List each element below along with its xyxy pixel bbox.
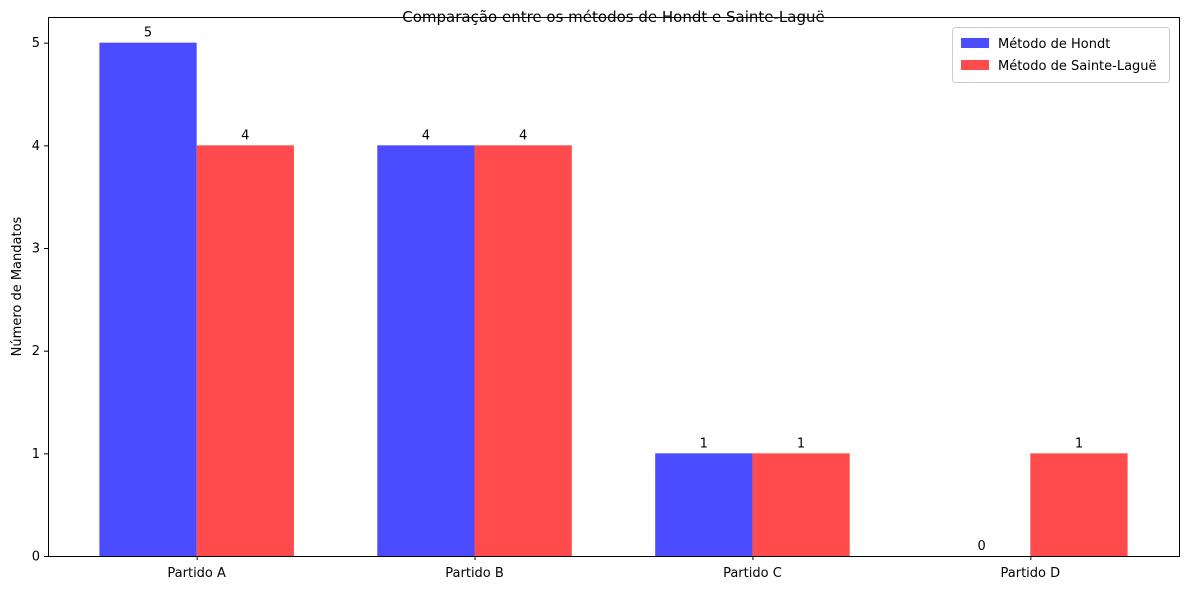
data-label: 0: [978, 539, 986, 554]
y-tick-label: 4: [32, 139, 40, 154]
data-label: 4: [241, 128, 249, 143]
bar-sainte-lague-partido-b: [474, 145, 572, 557]
legend-entry: Método de Sainte-Laguë: [998, 59, 1157, 74]
x-axis-ticks: Partido A Partido B Partido C Partido D: [167, 556, 1060, 581]
bars-layer: [99, 42, 1128, 557]
y-tick-label: 0: [32, 550, 40, 565]
data-label: 5: [144, 26, 152, 41]
y-tick-label: 3: [32, 242, 40, 257]
bar-sainte-lague-partido-a: [196, 145, 294, 557]
bar-sainte-lague-partido-c: [752, 453, 850, 556]
x-tick-label: Partido B: [445, 566, 504, 581]
bar-hondt-partido-a: [99, 42, 197, 556]
data-labels-layer: 5 4 1 0 4 4 1 1: [144, 26, 1083, 554]
data-label: 1: [1075, 436, 1083, 451]
data-label: 1: [700, 436, 708, 451]
y-axis-label: Número de Mandatos: [10, 216, 25, 356]
data-label: 4: [519, 128, 527, 143]
bar-hondt-partido-c: [655, 453, 753, 556]
legend-swatch: [961, 60, 989, 70]
data-label: 4: [422, 128, 430, 143]
bar-sainte-lague-partido-d: [1030, 453, 1128, 556]
x-tick-label: Partido D: [1001, 566, 1061, 581]
y-tick-label: 1: [32, 447, 40, 462]
legend: Método de Hondt Método de Sainte-Laguë: [952, 27, 1170, 83]
bar-hondt-partido-b: [377, 145, 475, 557]
legend-box: [952, 27, 1170, 83]
plot-frame: [48, 17, 1180, 557]
legend-swatch: [961, 38, 989, 48]
legend-entry: Método de Hondt: [998, 37, 1110, 52]
x-tick-label: Partido C: [723, 566, 782, 581]
y-axis-ticks: 0 1 2 3 4 5: [32, 36, 48, 565]
data-label: 1: [797, 436, 805, 451]
y-tick-label: 5: [32, 36, 40, 51]
x-tick-label: Partido A: [167, 566, 226, 581]
y-tick-label: 2: [32, 344, 40, 359]
